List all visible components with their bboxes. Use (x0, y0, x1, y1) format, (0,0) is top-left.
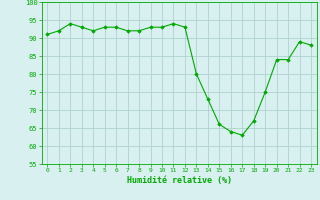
X-axis label: Humidité relative (%): Humidité relative (%) (127, 176, 232, 185)
